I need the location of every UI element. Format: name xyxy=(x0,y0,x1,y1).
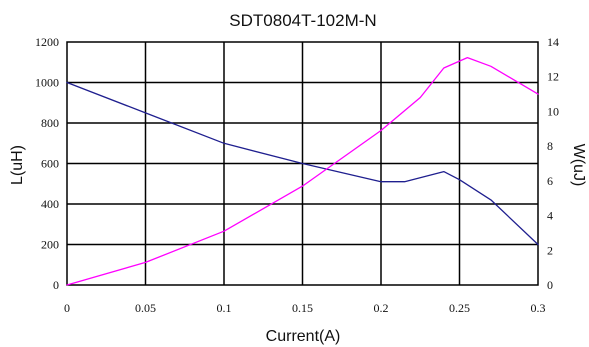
y-left-tick-label: 800 xyxy=(41,116,59,130)
y-right-tick-label: 6 xyxy=(547,174,553,188)
y-left-tick-label: 600 xyxy=(41,157,59,171)
plot-frame xyxy=(66,41,539,286)
x-tick-label: 0.25 xyxy=(449,301,470,315)
chart-title: SDT0804T-102M-N xyxy=(229,11,376,30)
y-right-tick-label: 10 xyxy=(547,104,559,118)
x-tick-label: 0.3 xyxy=(531,301,546,315)
y-left-tick-label: 0 xyxy=(53,278,59,292)
x-axis-label: Current(A) xyxy=(266,328,341,345)
y-left-tick-label: 1000 xyxy=(35,76,59,90)
y-left-tick-label: 1200 xyxy=(35,35,59,49)
x-tick-label: 0 xyxy=(64,301,70,315)
inductance-series-line xyxy=(66,81,539,246)
y-right-tick-label: 4 xyxy=(547,209,553,223)
x-tick-label: 0.2 xyxy=(374,301,389,315)
x-tick-label: 0.05 xyxy=(135,301,156,315)
x-tick-label: 0.1 xyxy=(217,301,232,315)
y-right-tick-label: 0 xyxy=(547,278,553,292)
x-tick-labels: 0 0.05 0.1 0.15 0.2 0.25 0.3 xyxy=(64,301,546,315)
y-right-tick-label: 2 xyxy=(547,243,553,257)
y-right-axis-label: W(uJ) xyxy=(570,144,587,187)
y-left-tick-label: 400 xyxy=(41,197,59,211)
x-tick-label: 0.15 xyxy=(292,301,313,315)
y-right-tick-label: 8 xyxy=(547,139,553,153)
y-right-tick-labels: 0 2 4 6 8 10 12 14 xyxy=(547,35,559,292)
y-right-tick-label: 14 xyxy=(547,35,559,49)
y-left-axis-label: L(uH) xyxy=(9,145,26,185)
series-group xyxy=(66,56,539,286)
energy-series-line xyxy=(66,56,539,286)
y-right-tick-label: 12 xyxy=(547,70,559,84)
grid xyxy=(67,42,538,285)
y-left-tick-labels: 0 200 400 600 800 1000 1200 xyxy=(35,35,59,292)
y-left-tick-label: 200 xyxy=(41,238,59,252)
